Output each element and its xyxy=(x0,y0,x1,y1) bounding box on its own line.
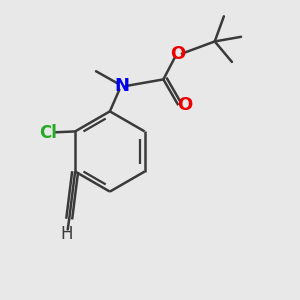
Text: N: N xyxy=(114,77,129,95)
Text: O: O xyxy=(171,45,186,63)
Text: O: O xyxy=(177,96,192,114)
Text: Cl: Cl xyxy=(39,124,57,142)
Text: H: H xyxy=(60,225,73,243)
